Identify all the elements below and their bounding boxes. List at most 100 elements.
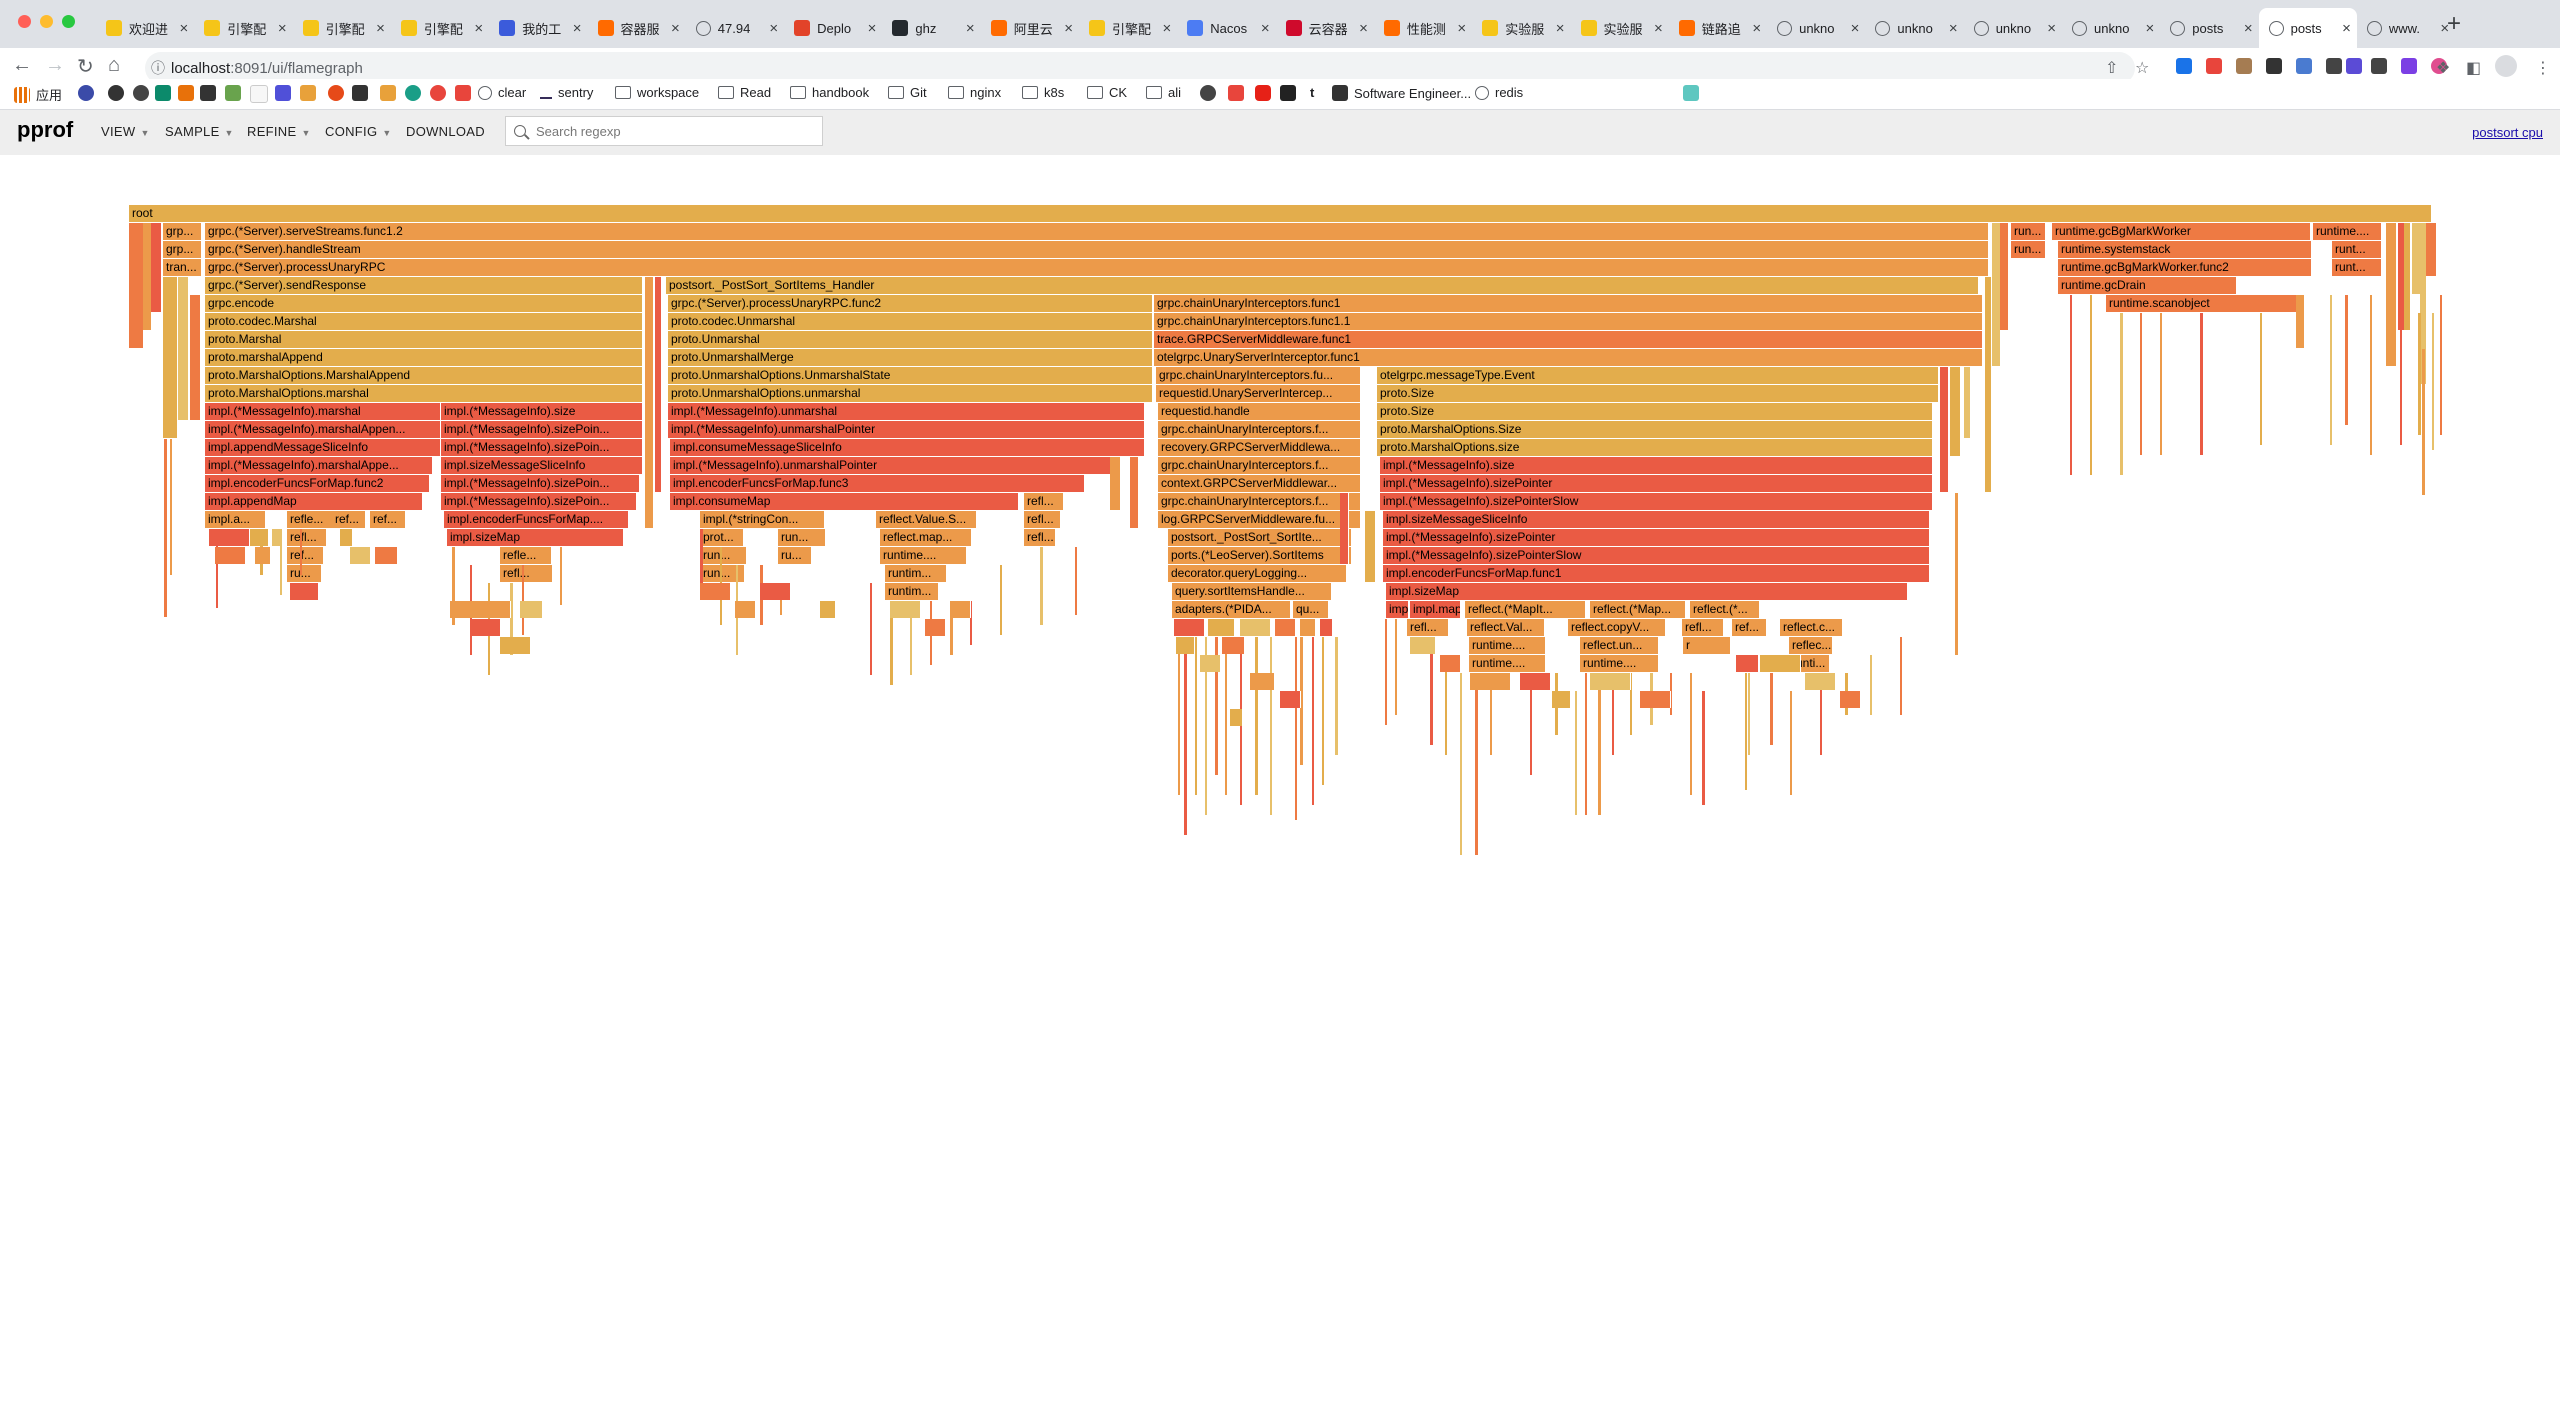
browser-tab[interactable]: Deplo × <box>784 8 882 48</box>
minimize-window-button[interactable] <box>40 15 53 28</box>
flame-frame[interactable]: ref... <box>1732 619 1767 636</box>
flame-frame[interactable] <box>2426 223 2437 276</box>
flame-frame[interactable]: requestid.handle <box>1158 403 1361 420</box>
flame-frame[interactable] <box>1322 637 1324 785</box>
flame-frame[interactable] <box>1950 367 1961 456</box>
close-tab-icon[interactable]: × <box>965 19 975 37</box>
bookmark-icon[interactable] <box>225 85 241 101</box>
flame-frame[interactable]: impl.appendMap <box>205 493 423 510</box>
bookmark-icon[interactable] <box>250 85 268 103</box>
flame-frame[interactable] <box>655 277 662 492</box>
flame-frame[interactable]: reflect.c... <box>1780 619 1843 636</box>
flame-frame[interactable]: qu... <box>1293 601 1329 618</box>
flame-frame[interactable] <box>170 439 172 575</box>
bookmark-apps[interactable]: 应用 <box>14 85 62 104</box>
flame-frame[interactable]: proto.Marshal <box>205 331 643 348</box>
menu-sample[interactable]: SAMPLE ▼ <box>165 124 234 139</box>
flame-frame[interactable]: reflec... <box>1789 637 1833 654</box>
bookmark-icon[interactable] <box>1255 85 1271 101</box>
flame-frame[interactable] <box>1275 619 1296 636</box>
flame-frame[interactable]: impl.appendMessageSliceInfo <box>205 439 441 456</box>
flame-frame[interactable] <box>2200 313 2203 455</box>
flame-frame[interactable] <box>2404 223 2411 330</box>
flame-frame[interactable]: impl.(*MessageInfo).unmarshal <box>668 403 1145 420</box>
flame-frame[interactable] <box>2420 277 2427 384</box>
flame-frame[interactable] <box>700 529 703 595</box>
flame-frame[interactable]: ru... <box>778 547 812 564</box>
extension-icon[interactable] <box>2346 58 2362 74</box>
flame-frame[interactable] <box>1340 493 1349 564</box>
flame-frame[interactable]: refl... <box>1024 511 1061 528</box>
flame-frame[interactable]: postsort._PostSort_SortItems_Handler <box>666 277 1979 294</box>
close-tab-icon[interactable]: × <box>1654 19 1663 37</box>
bookmark-clear[interactable]: clear <box>478 85 526 100</box>
flame-frame[interactable]: refl... <box>1024 529 1056 546</box>
flame-frame[interactable] <box>1040 547 1043 625</box>
flame-frame[interactable] <box>1690 673 1692 795</box>
bookmark-icon[interactable] <box>430 85 446 101</box>
browser-tab[interactable]: 引擎配 × <box>293 8 391 48</box>
bookmark-icon[interactable] <box>155 85 171 101</box>
browser-tab[interactable]: ghz × <box>882 8 980 48</box>
flame-frame[interactable] <box>2070 295 2072 475</box>
flame-frame[interactable]: runtime.gcBgMarkWorker.func2 <box>2058 259 2312 276</box>
close-tab-icon[interactable]: × <box>1260 19 1270 37</box>
flame-frame[interactable] <box>1300 619 1316 636</box>
flame-frame[interactable] <box>645 277 654 528</box>
flame-frame[interactable] <box>1255 637 1258 795</box>
flame-frame[interactable]: impl.encoderFuncsForMap.func2 <box>205 475 430 492</box>
browser-tab[interactable]: posts × <box>2160 8 2258 48</box>
flame-frame[interactable] <box>950 601 953 655</box>
flame-frame[interactable] <box>1230 709 1243 726</box>
flame-frame[interactable] <box>1900 637 1902 715</box>
flame-frame[interactable]: proto.codec.Unmarshal <box>668 313 1153 330</box>
bookmark-workspace[interactable]: workspace <box>615 85 699 100</box>
flame-frame[interactable]: reflect.(*MapIt... <box>1465 601 1586 618</box>
flame-frame[interactable]: trace.GRPCServerMiddleware.func1 <box>1154 331 1983 348</box>
flame-frame[interactable]: impl.(*MessageInfo).marshalAppen... <box>205 421 441 438</box>
flame-frame[interactable]: run... <box>700 565 745 582</box>
extensions-puzzle-icon[interactable]: ❖ <box>2436 60 2451 77</box>
bookmark-ali[interactable]: ali <box>1146 85 1181 100</box>
close-tab-icon[interactable]: × <box>2145 19 2155 37</box>
flame-frame[interactable]: grpc.(*Server).serveStreams.func1.2 <box>205 223 1989 240</box>
flame-frame[interactable]: context.GRPCServerMiddlewar... <box>1158 475 1361 492</box>
forward-arrow-icon[interactable]: → <box>45 54 65 76</box>
browser-tab[interactable]: 容器服 × <box>588 8 686 48</box>
flame-frame[interactable] <box>2345 295 2348 425</box>
flame-frame[interactable] <box>1178 637 1180 795</box>
close-tab-icon[interactable]: × <box>2342 19 2351 37</box>
flame-frame[interactable] <box>1940 367 1949 492</box>
flame-frame[interactable] <box>890 601 921 618</box>
flame-frame[interactable] <box>520 601 543 618</box>
bookmark-icon[interactable] <box>300 85 316 101</box>
flame-frame[interactable]: proto.UnmarshalOptions.unmarshal <box>668 385 1153 402</box>
flame-frame[interactable] <box>1440 655 1461 672</box>
flame-frame[interactable]: runtime.gcBgMarkWorker <box>2052 223 2311 240</box>
flame-frame[interactable]: proto.MarshalOptions.MarshalAppend <box>205 367 643 384</box>
flame-frame[interactable]: proto.UnmarshalOptions.UnmarshalState <box>668 367 1153 384</box>
flame-frame[interactable]: impl.(*MessageInfo).sizePoin... <box>441 493 637 510</box>
browser-tab[interactable]: unkno × <box>1865 8 1963 48</box>
flame-frame[interactable] <box>1312 637 1314 805</box>
bookmark-icon[interactable] <box>178 85 194 101</box>
flame-frame[interactable] <box>700 583 731 600</box>
flame-frame[interactable] <box>510 583 513 655</box>
close-tab-icon[interactable]: × <box>277 19 287 37</box>
flame-frame[interactable] <box>2440 295 2442 435</box>
close-tab-icon[interactable]: × <box>769 19 779 37</box>
flame-frame[interactable]: impl.encoderFuncsForMap.func3 <box>670 475 1085 492</box>
flame-frame[interactable] <box>890 601 893 685</box>
flame-frame[interactable] <box>452 547 455 625</box>
flame-frame[interactable] <box>2000 223 2009 330</box>
flame-frame[interactable]: impl.a... <box>205 511 266 528</box>
flame-frame[interactable]: proto.MarshalOptions.Size <box>1377 421 1933 438</box>
flame-frame[interactable] <box>2090 295 2092 475</box>
flame-frame[interactable] <box>1110 457 1121 510</box>
bookmark-ck[interactable]: CK <box>1087 85 1127 100</box>
flame-frame[interactable]: impl.(*MessageInfo).sizePoin... <box>441 475 640 492</box>
address-bar[interactable]: ⓘ localhost:8091/ui/flamegraph <box>145 52 2135 84</box>
flame-frame[interactable]: grpc.chainUnaryInterceptors.f... <box>1158 457 1361 474</box>
flame-frame[interactable]: impl.(*MessageInfo).size <box>1380 457 1933 474</box>
flame-frame[interactable] <box>1250 673 1275 690</box>
